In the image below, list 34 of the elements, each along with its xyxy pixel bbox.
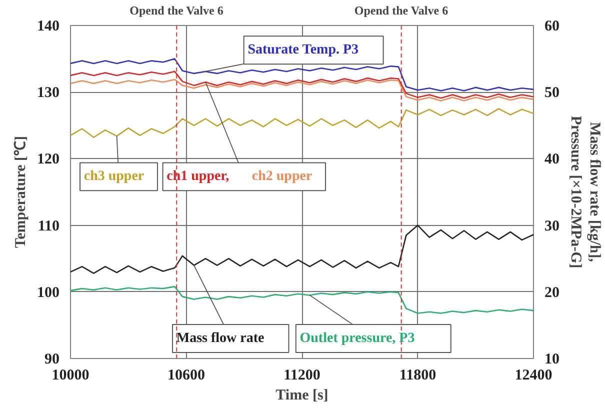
line-series [70, 224, 534, 274]
x-tick-label: 12400 [514, 368, 552, 384]
y2-tick-label: 10 [544, 352, 560, 368]
ref-line-label: Opend the Valve 6 [130, 4, 224, 18]
y2-tick-label: 30 [544, 218, 560, 234]
y2-tick-label: 40 [544, 152, 560, 168]
ref-line-label: Opend the Valve 6 [354, 4, 448, 18]
y2-tick-label: 60 [544, 18, 560, 34]
text: Mass flow rate [176, 331, 264, 346]
x-tick-label: 10000 [52, 368, 90, 384]
text: ch3 upper [84, 169, 144, 184]
line-series [70, 108, 534, 138]
y-axis-title: Temperature [℃] [13, 136, 29, 248]
y-tick-label: 130 [37, 85, 60, 102]
y-tick-label: 110 [38, 218, 60, 234]
line-series [70, 78, 534, 102]
y-tick-label: 120 [37, 152, 60, 168]
y-tick-label: 140 [37, 18, 60, 34]
y2-tick-label: 20 [544, 284, 560, 301]
x-tick-label: 10600 [168, 368, 205, 384]
line-series [70, 70, 534, 99]
x-tick-label: 11200 [284, 368, 320, 384]
y2-tick-label: 50 [544, 85, 560, 102]
line-series [70, 58, 534, 92]
text: ch1 upper, [166, 169, 230, 184]
x-axis-title: Time [s] [276, 388, 328, 404]
text: ch2 upper [252, 169, 312, 184]
y-tick-label: 90 [44, 352, 60, 368]
y-tick-label: 100 [37, 284, 60, 301]
series-label: Outlet pressure, P3 [300, 331, 415, 346]
y2-axis-title: Mass flow rate [kg/h], Pressure [×10-2MPa-G] [568, 116, 603, 268]
series-label: Saturate Temp. P3 [248, 42, 359, 58]
line-series [70, 286, 534, 314]
x-tick-label: 11800 [399, 368, 436, 384]
